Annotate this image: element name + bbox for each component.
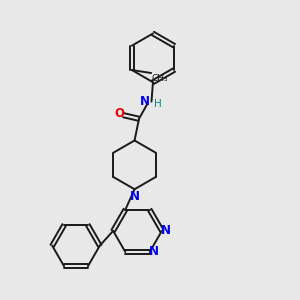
Text: N: N (161, 224, 171, 237)
Text: H: H (154, 99, 162, 109)
Text: N: N (149, 245, 159, 259)
Text: N: N (130, 190, 140, 203)
Text: N: N (140, 95, 150, 108)
Text: O: O (114, 107, 124, 120)
Text: CH₃: CH₃ (152, 74, 168, 83)
